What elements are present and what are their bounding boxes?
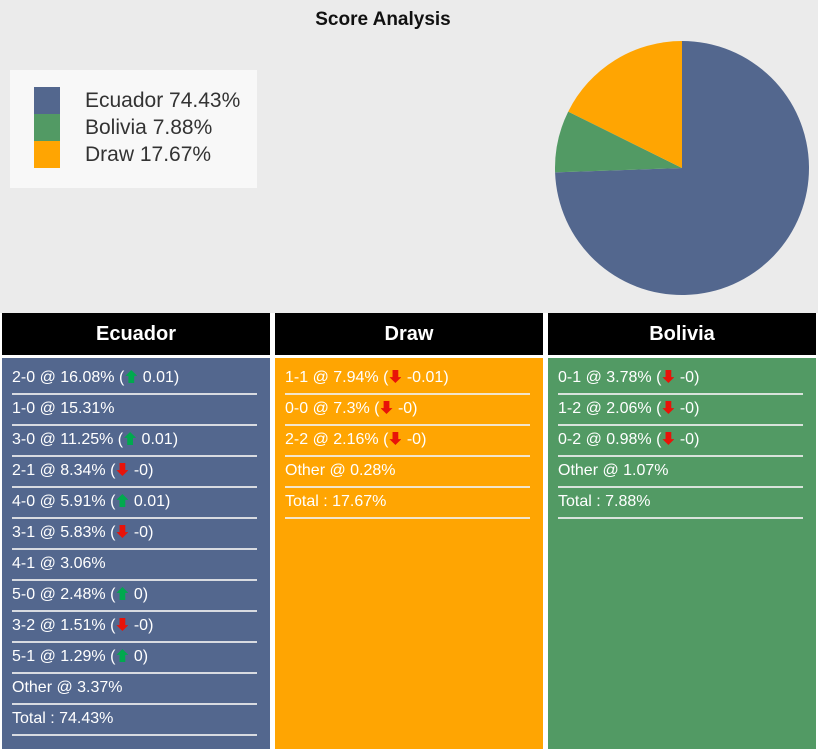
score-row-delta: -0) — [675, 431, 700, 448]
score-row: 4-1 @ 3.06% — [12, 550, 257, 581]
score-row: Total : 74.43% — [12, 705, 257, 736]
score-row-text: 2-2 @ 2.16% ( — [285, 431, 389, 448]
score-row: 5-0 @ 2.48% ( 0) — [12, 581, 257, 612]
score-row: 0-1 @ 3.78% ( -0) — [558, 364, 803, 395]
score-row: 3-0 @ 11.25% ( 0.01) — [12, 426, 257, 457]
trend-up-icon — [116, 649, 129, 662]
column-header-bolivia: Bolivia — [548, 313, 816, 355]
pie-slice-bolivia — [555, 111, 682, 173]
column-draw: Draw 1-1 @ 7.94% ( -0.01) 0-0 @ 7.3% ( -0… — [275, 313, 543, 749]
score-row-text: 4-0 @ 5.91% ( — [12, 493, 116, 510]
column-header-ecuador: Ecuador — [2, 313, 270, 355]
score-row-text: 4-1 @ 3.06% — [12, 555, 106, 572]
legend-label: Draw 17.67% — [85, 143, 212, 166]
pie-slice-draw — [568, 41, 682, 168]
score-table: Ecuador 2-0 @ 16.08% ( 0.01) 1-0 @ 15.31%… — [0, 313, 818, 749]
score-row-delta: -0) — [393, 400, 418, 417]
score-row: 0-2 @ 0.98% ( -0) — [558, 426, 803, 457]
score-row: 0-0 @ 7.3% ( -0) — [285, 395, 530, 426]
trend-down-icon — [116, 618, 129, 631]
column-body-bolivia: 0-1 @ 3.78% ( -0) 1-2 @ 2.06% ( -0) 0-2 @ … — [548, 358, 816, 749]
score-row-delta: -0) — [129, 617, 154, 634]
score-row-delta: 0.01) — [129, 493, 171, 510]
score-row-delta: 0.01) — [137, 431, 179, 448]
score-row-delta: -0) — [129, 462, 154, 479]
score-row-text: 0-2 @ 0.98% ( — [558, 431, 662, 448]
trend-up-icon — [125, 370, 138, 383]
score-row-text: 2-0 @ 16.08% ( — [12, 369, 125, 386]
score-row-text: Other @ 1.07% — [558, 462, 669, 479]
score-row: 5-1 @ 1.29% ( 0) — [12, 643, 257, 674]
score-row-text: 5-1 @ 1.29% ( — [12, 648, 116, 665]
trend-down-icon — [389, 432, 402, 445]
score-row: Total : 17.67% — [285, 488, 530, 519]
score-row-text: 2-1 @ 8.34% ( — [12, 462, 116, 479]
score-row-delta: -0) — [402, 431, 427, 448]
trend-up-icon — [124, 432, 137, 445]
column-ecuador: Ecuador 2-0 @ 16.08% ( 0.01) 1-0 @ 15.31%… — [2, 313, 270, 749]
score-row: Other @ 0.28% — [285, 457, 530, 488]
score-row: 1-1 @ 7.94% ( -0.01) — [285, 364, 530, 395]
score-row-text: 3-1 @ 5.83% ( — [12, 524, 116, 541]
legend-item: Ecuador 74.43% — [34, 87, 257, 114]
page-title: Score Analysis — [315, 9, 451, 30]
score-row-delta: -0) — [129, 524, 154, 541]
trend-down-icon — [662, 370, 675, 383]
score-row: Other @ 1.07% — [558, 457, 803, 488]
column-body-ecuador: 2-0 @ 16.08% ( 0.01) 1-0 @ 15.31% 3-0 @ 11… — [2, 358, 270, 749]
score-row-delta: -0) — [675, 400, 700, 417]
score-row-delta: 0) — [129, 586, 149, 603]
column-bolivia: Bolivia 0-1 @ 3.78% ( -0) 1-2 @ 2.06% ( -… — [548, 313, 816, 749]
score-row: Total : 7.88% — [558, 488, 803, 519]
legend-swatch-icon — [34, 141, 60, 168]
score-row-text: 1-1 @ 7.94% ( — [285, 369, 389, 386]
trend-down-icon — [389, 370, 402, 383]
legend-swatch-icon — [34, 87, 60, 114]
score-row: Other @ 3.37% — [12, 674, 257, 705]
trend-down-icon — [662, 432, 675, 445]
score-row-delta: 0.01) — [138, 369, 180, 386]
pie-chart — [552, 38, 812, 298]
legend-label: Ecuador 74.43% — [85, 89, 241, 112]
score-row: 2-1 @ 8.34% ( -0) — [12, 457, 257, 488]
trend-down-icon — [116, 463, 129, 476]
score-row-text: 3-2 @ 1.51% ( — [12, 617, 116, 634]
score-row: 1-2 @ 2.06% ( -0) — [558, 395, 803, 426]
score-row-text: 5-0 @ 2.48% ( — [12, 586, 116, 603]
score-row-text: Other @ 0.28% — [285, 462, 396, 479]
score-row-text: 0-1 @ 3.78% ( — [558, 369, 662, 386]
score-row: 2-0 @ 16.08% ( 0.01) — [12, 364, 257, 395]
score-row-delta: -0.01) — [402, 369, 449, 386]
score-row-text: 3-0 @ 11.25% ( — [12, 431, 124, 448]
score-row-text: Total : 17.67% — [285, 493, 387, 510]
legend-item: Bolivia 7.88% — [34, 114, 257, 141]
score-row-text: Other @ 3.37% — [12, 679, 123, 696]
score-row: 3-1 @ 5.83% ( -0) — [12, 519, 257, 550]
pie-svg — [555, 41, 810, 295]
score-row-text: 1-0 @ 15.31% — [12, 400, 115, 417]
pie-slice-ecuador — [555, 41, 810, 295]
legend-swatch-icon — [34, 114, 60, 141]
score-row: 1-0 @ 15.31% — [12, 395, 257, 426]
score-row-delta: -0) — [675, 369, 700, 386]
score-row: 2-2 @ 2.16% ( -0) — [285, 426, 530, 457]
trend-down-icon — [662, 401, 675, 414]
score-row-text: 1-2 @ 2.06% ( — [558, 400, 662, 417]
score-row-text: 0-0 @ 7.3% ( — [285, 400, 380, 417]
trend-down-icon — [380, 401, 393, 414]
score-row-delta: 0) — [129, 648, 149, 665]
score-row: 3-2 @ 1.51% ( -0) — [12, 612, 257, 643]
score-row: 4-0 @ 5.91% ( 0.01) — [12, 488, 257, 519]
column-body-draw: 1-1 @ 7.94% ( -0.01) 0-0 @ 7.3% ( -0) 2-2 … — [275, 358, 543, 749]
legend-label: Bolivia 7.88% — [85, 116, 213, 139]
trend-up-icon — [116, 587, 129, 600]
legend: Ecuador 74.43% Bolivia 7.88% Draw 17.67% — [10, 70, 257, 188]
trend-up-icon — [116, 494, 129, 507]
trend-down-icon — [116, 525, 129, 538]
legend-item: Draw 17.67% — [34, 141, 257, 168]
column-header-draw: Draw — [275, 313, 543, 355]
score-row-text: Total : 7.88% — [558, 493, 651, 510]
score-row-text: Total : 74.43% — [12, 710, 114, 727]
